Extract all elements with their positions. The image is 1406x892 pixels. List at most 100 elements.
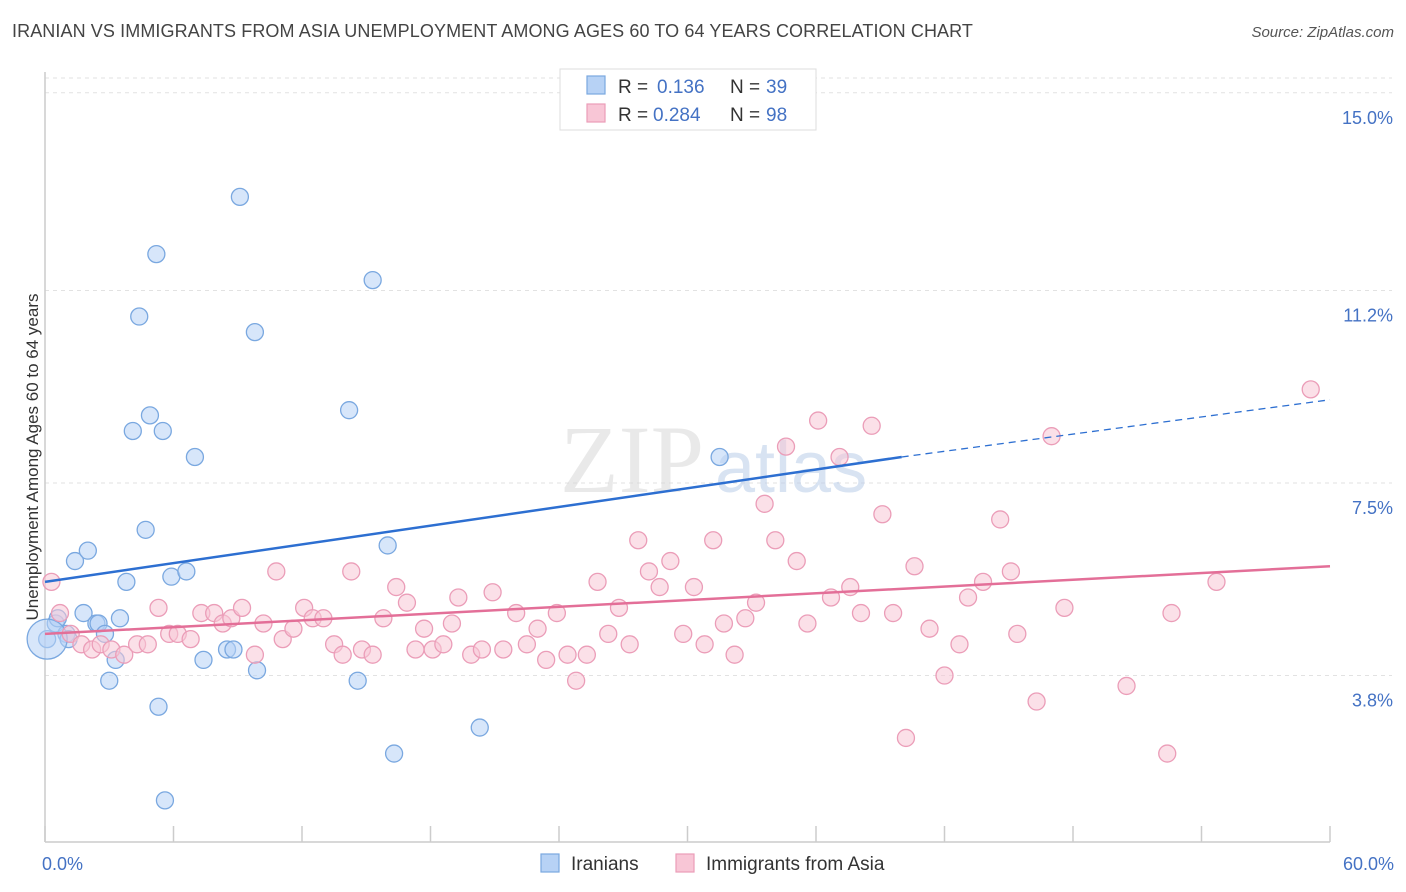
legend-n-label-iranians: N =	[730, 77, 760, 98]
chart-title: IRANIAN VS IMMIGRANTS FROM ASIA UNEMPLOY…	[12, 21, 974, 41]
legend: R = 0.136 N = 39 R = 0.284 N = 98	[559, 68, 817, 131]
point-iranians	[149, 697, 168, 716]
point-immigrants-from-asia	[566, 671, 586, 690]
point-immigrants-from-asia	[1055, 598, 1074, 618]
point-iranians	[117, 572, 136, 592]
y-axis-label: Unemployment Among Ages 60 to 64 years	[23, 294, 42, 621]
grid-lines	[45, 77, 1392, 677]
point-immigrants-from-asia	[284, 619, 303, 638]
point-immigrants-from-asia	[935, 666, 954, 685]
point-immigrants-from-asia	[537, 650, 556, 670]
point-immigrants-from-asia	[1301, 380, 1320, 399]
point-immigrants-from-asia	[725, 645, 744, 664]
point-immigrants-from-asia	[695, 635, 714, 654]
y-tick-label: 3.8%	[1352, 691, 1393, 711]
point-immigrants-from-asia	[776, 437, 796, 456]
bottom-legend-label-asia: Immigrants from Asia	[706, 854, 885, 875]
legend-n-label-asia: N =	[730, 105, 760, 126]
point-immigrants-from-asia	[755, 494, 774, 513]
point-immigrants-from-asia	[650, 577, 669, 597]
trend-line-immigrants-from-asia	[44, 565, 1331, 636]
point-immigrants-from-asia	[808, 411, 828, 430]
point-immigrants-from-asia	[528, 619, 547, 638]
point-immigrants-from-asia	[609, 598, 629, 618]
point-immigrants-from-asia	[449, 588, 468, 607]
point-iranians	[140, 406, 160, 425]
point-iranians-cluster	[26, 618, 68, 660]
point-iranians	[378, 536, 397, 555]
point-iranians	[247, 661, 267, 680]
point-immigrants-from-asia	[507, 603, 526, 623]
series-iranians	[26, 187, 729, 810]
bottom-legend: Iranians Immigrants from Asia	[540, 853, 885, 875]
x-axis-tick-labels: 0.0% 60.0%	[42, 854, 1394, 874]
point-iranians	[245, 322, 265, 342]
point-iranians	[130, 307, 149, 326]
point-iranians	[123, 421, 142, 441]
point-immigrants-from-asia	[397, 593, 417, 612]
point-iranians	[384, 744, 404, 763]
point-immigrants-from-asia	[905, 557, 924, 576]
point-immigrants-from-asia	[1207, 572, 1226, 592]
point-immigrants-from-asia	[232, 598, 252, 618]
point-immigrants-from-asia	[342, 562, 361, 581]
point-iranians	[230, 187, 250, 207]
legend-r-value-asia: 0.284	[653, 105, 701, 126]
point-iranians	[185, 447, 205, 467]
y-axis-tick-labels: 3.8% 7.5% 11.2% 15.0%	[1342, 108, 1393, 711]
point-iranians	[224, 640, 243, 659]
y-tick-label: 7.5%	[1352, 498, 1393, 518]
x-tick-label-min: 0.0%	[42, 854, 83, 874]
point-immigrants-from-asia	[406, 640, 425, 659]
point-immigrants-from-asia	[830, 447, 849, 467]
point-immigrants-from-asia	[434, 635, 453, 654]
source-label: Source: ZipAtlas.com	[1251, 24, 1394, 41]
point-iranians	[194, 650, 213, 670]
point-iranians	[74, 603, 93, 623]
point-immigrants-from-asia	[138, 635, 157, 654]
point-immigrants-from-asia	[714, 614, 734, 633]
point-immigrants-from-asia	[896, 728, 916, 748]
point-immigrants-from-asia	[851, 603, 871, 623]
point-immigrants-from-asia	[1001, 562, 1021, 581]
point-immigrants-from-asia	[442, 614, 462, 633]
point-iranians	[470, 718, 489, 737]
point-iranians	[100, 671, 119, 690]
point-immigrants-from-asia	[483, 583, 502, 602]
x-axis-ticks	[44, 826, 1331, 842]
point-immigrants-from-asia	[115, 645, 134, 664]
point-immigrants-from-asia	[1027, 692, 1046, 711]
point-iranians	[710, 447, 729, 467]
point-immigrants-from-asia	[547, 603, 567, 623]
point-immigrants-from-asia	[883, 603, 903, 623]
point-iranians	[363, 270, 382, 290]
point-immigrants-from-asia	[267, 562, 286, 581]
point-immigrants-from-asia	[661, 551, 680, 571]
trend-line-iranians-extension	[901, 399, 1331, 458]
legend-n-value-asia: 98	[766, 105, 787, 126]
point-iranians	[177, 562, 196, 581]
y-tick-label: 11.2%	[1343, 306, 1393, 326]
point-iranians	[65, 551, 85, 571]
point-immigrants-from-asia	[333, 645, 352, 664]
point-immigrants-from-asia	[674, 624, 693, 644]
point-immigrants-from-asia	[414, 619, 434, 638]
point-immigrants-from-asia	[991, 510, 1010, 529]
point-immigrants-from-asia	[517, 635, 537, 654]
series-immigrants-from-asia	[42, 380, 1320, 763]
point-iranians	[339, 401, 359, 420]
point-immigrants-from-asia	[746, 593, 766, 612]
legend-n-value-iranians: 39	[766, 77, 787, 98]
bottom-legend-swatch-asia	[675, 853, 695, 873]
point-immigrants-from-asia	[472, 640, 492, 659]
point-iranians	[110, 609, 130, 628]
trend-lines	[44, 399, 1331, 636]
point-iranians	[136, 520, 155, 539]
point-immigrants-from-asia	[629, 531, 648, 550]
point-immigrants-from-asia	[181, 629, 200, 649]
legend-swatch-iranians	[586, 75, 606, 95]
point-immigrants-from-asia	[787, 551, 806, 571]
point-immigrants-from-asia	[245, 645, 265, 664]
point-immigrants-from-asia	[798, 614, 817, 633]
